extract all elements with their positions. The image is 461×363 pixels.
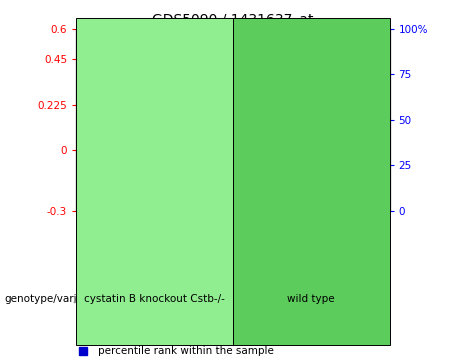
- Bar: [337, 211, 390, 283]
- Text: percentile rank within the sample: percentile rank within the sample: [98, 346, 274, 356]
- Bar: [128, 211, 181, 283]
- Text: GSM1151363: GSM1151363: [307, 219, 316, 275]
- Bar: [233, 211, 285, 283]
- Text: GSM1151361: GSM1151361: [202, 219, 211, 275]
- Bar: [285, 211, 337, 283]
- Bar: [199, 150, 214, 155]
- Bar: [76, 211, 128, 283]
- Text: cystatin B knockout Cstb-/-: cystatin B knockout Cstb-/-: [84, 294, 225, 305]
- Text: GSM1151364: GSM1151364: [359, 219, 368, 275]
- Title: GDS5090 / 1431637_at: GDS5090 / 1431637_at: [152, 13, 313, 26]
- Text: transformed count: transformed count: [98, 324, 195, 334]
- Text: wild type: wild type: [287, 294, 335, 305]
- Text: genotype/variation: genotype/variation: [5, 294, 104, 305]
- Text: GSM1151362: GSM1151362: [254, 219, 263, 275]
- Bar: [147, 150, 162, 154]
- Text: GSM1151360: GSM1151360: [150, 219, 159, 275]
- Bar: [252, 61, 266, 150]
- Bar: [356, 142, 371, 150]
- Bar: [95, 150, 110, 215]
- Text: GSM1151359: GSM1151359: [98, 219, 106, 275]
- Bar: [304, 116, 319, 150]
- Bar: [181, 211, 233, 283]
